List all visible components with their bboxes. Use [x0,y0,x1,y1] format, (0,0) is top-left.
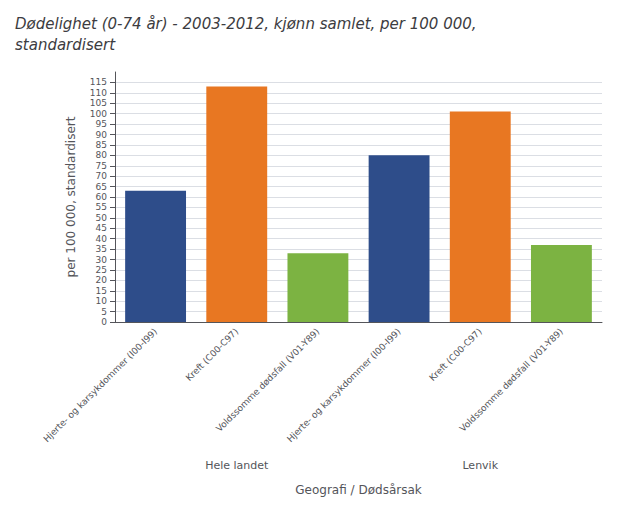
svg-text:standardisert: standardisert [15,36,116,54]
svg-text:70: 70 [96,171,108,181]
svg-text:110: 110 [90,88,107,98]
svg-text:45: 45 [96,223,107,233]
svg-text:60: 60 [96,192,108,202]
svg-text:Voldssomme dødsfall (V01-Y89): Voldssomme dødsfall (V01-Y89) [458,326,565,433]
svg-text:20: 20 [96,275,108,285]
svg-text:90: 90 [96,130,108,140]
svg-text:85: 85 [96,140,107,150]
svg-text:Hjerte- og karsykdommer (I00-I: Hjerte- og karsykdommer (I00-I99) [42,326,160,444]
svg-text:55: 55 [96,202,107,212]
svg-text:0: 0 [101,317,107,327]
svg-text:95: 95 [96,119,107,129]
svg-text:Geografi / Dødsårsak: Geografi / Dødsårsak [295,483,422,497]
svg-text:10: 10 [96,296,108,306]
svg-text:50: 50 [96,213,108,223]
svg-text:Lenvik: Lenvik [462,459,498,472]
svg-text:Hele landet: Hele landet [205,459,269,472]
svg-text:35: 35 [96,244,107,254]
svg-text:65: 65 [96,182,107,192]
svg-text:80: 80 [96,150,108,160]
svg-text:Kreft (C00-C97): Kreft (C00-C97) [184,326,241,383]
svg-text:105: 105 [90,98,107,108]
svg-text:Voldssomme dødsfall (V01-Y89): Voldssomme dødsfall (V01-Y89) [214,326,322,434]
svg-text:75: 75 [96,161,107,171]
svg-text:Dødelighet (0-74 år) - 2003-20: Dødelighet (0-74 år) - 2003-2012, kjønn … [15,15,477,33]
svg-text:5: 5 [101,307,107,317]
svg-text:25: 25 [96,265,107,275]
svg-text:30: 30 [96,255,108,265]
svg-text:15: 15 [96,286,107,296]
svg-text:115: 115 [90,77,107,87]
svg-text:Hjerte- og karsykdommer (I00-I: Hjerte- og karsykdommer (I00-I99) [285,326,403,444]
svg-text:Kreft (C00-C97): Kreft (C00-C97) [427,326,484,383]
svg-text:per 100 000, standardisert: per 100 000, standardisert [64,116,78,277]
svg-text:40: 40 [96,234,108,244]
svg-text:100: 100 [90,109,107,119]
